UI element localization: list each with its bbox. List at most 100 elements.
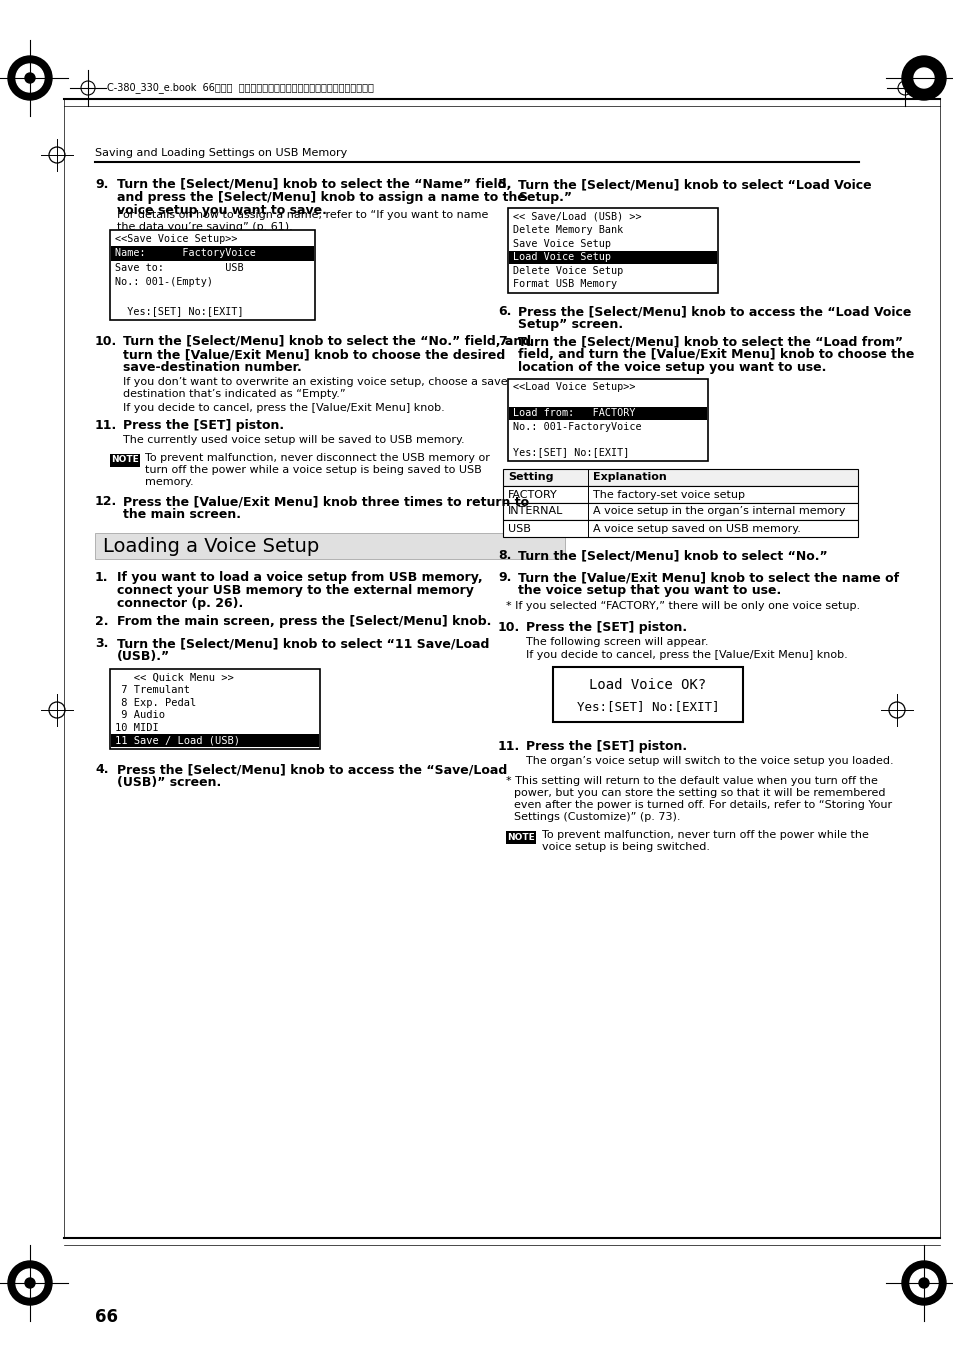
Text: Name:      FactoryVoice: Name: FactoryVoice — [115, 249, 255, 258]
Text: Press the [SET] piston.: Press the [SET] piston. — [525, 740, 686, 753]
Text: Yes:[SET] No:[EXIT]: Yes:[SET] No:[EXIT] — [577, 701, 719, 713]
Text: memory.: memory. — [145, 477, 193, 486]
Bar — [553, 667, 742, 721]
Text: If you decide to cancel, press the [Value/Exit Menu] knob.: If you decide to cancel, press the [Valu… — [123, 403, 444, 413]
Text: Delete Voice Setup: Delete Voice Setup — [513, 266, 622, 276]
Text: 12.: 12. — [95, 494, 117, 508]
Text: Setup.”: Setup.” — [517, 190, 572, 204]
Text: location of the voice setup you want to use.: location of the voice setup you want to … — [517, 361, 825, 374]
Text: destination that’s indicated as “Empty.”: destination that’s indicated as “Empty.” — [123, 389, 345, 399]
Circle shape — [918, 1278, 928, 1288]
Text: connect your USB memory to the external memory: connect your USB memory to the external … — [117, 584, 474, 597]
Text: Setup” screen.: Setup” screen. — [517, 317, 622, 331]
Text: 6.: 6. — [497, 305, 511, 317]
Text: 8 Exp. Pedal: 8 Exp. Pedal — [115, 697, 196, 708]
Text: If you want to load a voice setup from USB memory,: If you want to load a voice setup from U… — [117, 571, 482, 584]
Text: the voice setup that you want to use.: the voice setup that you want to use. — [517, 584, 781, 597]
Text: 11 Save / Load (USB): 11 Save / Load (USB) — [115, 736, 240, 746]
Text: turn the [Value/Exit Menu] knob to choose the desired: turn the [Value/Exit Menu] knob to choos… — [123, 349, 505, 361]
Text: 9.: 9. — [95, 178, 109, 190]
Text: the data you’re saving” (p. 61).: the data you’re saving” (p. 61). — [117, 222, 293, 232]
Text: voice setup is being switched.: voice setup is being switched. — [541, 842, 709, 852]
Text: No.: 001-FactoryVoice: No.: 001-FactoryVoice — [513, 422, 641, 431]
Bar — [111, 246, 314, 261]
Text: 10.: 10. — [95, 335, 117, 349]
Text: 1.: 1. — [95, 571, 109, 584]
Circle shape — [8, 1260, 52, 1305]
Text: 9.: 9. — [497, 571, 511, 584]
Text: Turn the [Select/Menu] knob to select the “No.” field, and: Turn the [Select/Menu] knob to select th… — [123, 335, 531, 349]
Text: 2.: 2. — [95, 615, 109, 628]
Text: Turn the [Select/Menu] knob to select the “Name” field,: Turn the [Select/Menu] knob to select th… — [117, 178, 511, 190]
Text: INTERNAL: INTERNAL — [507, 507, 563, 516]
Text: Setting: Setting — [507, 473, 553, 482]
Text: the main screen.: the main screen. — [123, 508, 241, 521]
Circle shape — [901, 1260, 945, 1305]
Text: 11.: 11. — [95, 419, 117, 432]
Text: Turn the [Select/Menu] knob to select “11 Save/Load: Turn the [Select/Menu] knob to select “1… — [117, 638, 489, 650]
Text: 7 Tremulant: 7 Tremulant — [115, 685, 190, 694]
Text: Turn the [Select/Menu] knob to select “No.”: Turn the [Select/Menu] knob to select “N… — [517, 549, 827, 562]
Text: Press the [Value/Exit Menu] knob three times to return to: Press the [Value/Exit Menu] knob three t… — [123, 494, 529, 508]
Text: (USB)” screen.: (USB)” screen. — [117, 775, 221, 789]
Text: NOTE: NOTE — [507, 832, 535, 842]
Text: Turn the [Select/Menu] knob to select “Load Voice: Turn the [Select/Menu] knob to select “L… — [517, 178, 871, 190]
Text: save-destination number.: save-destination number. — [123, 361, 301, 374]
Text: * This setting will return to the default value when you turn off the: * This setting will return to the defaul… — [505, 775, 877, 786]
Text: To prevent malfunction, never disconnect the USB memory or: To prevent malfunction, never disconnect… — [145, 453, 489, 463]
Text: 9 Audio: 9 Audio — [115, 711, 165, 720]
Bar — [507, 208, 718, 293]
Text: (USB).”: (USB).” — [117, 650, 170, 663]
Text: << Save/Load (USB) >>: << Save/Load (USB) >> — [513, 212, 641, 222]
Bar — [509, 250, 717, 263]
Text: If you decide to cancel, press the [Value/Exit Menu] knob.: If you decide to cancel, press the [Valu… — [525, 650, 847, 661]
Circle shape — [16, 63, 44, 92]
Bar — [110, 454, 140, 467]
Text: From the main screen, press the [Select/Menu] knob.: From the main screen, press the [Select/… — [117, 615, 491, 628]
Text: <<Save Voice Setup>>: <<Save Voice Setup>> — [115, 234, 237, 245]
Text: A voice setup saved on USB memory.: A voice setup saved on USB memory. — [593, 523, 800, 534]
Bar — [502, 486, 857, 503]
Bar — [502, 503, 857, 520]
Text: If you don’t want to overwrite an existing voice setup, choose a save: If you don’t want to overwrite an existi… — [123, 377, 507, 386]
Text: Yes:[SET] No:[EXIT]: Yes:[SET] No:[EXIT] — [115, 305, 243, 316]
Text: even after the power is turned off. For details, refer to “Storing Your: even after the power is turned off. For … — [514, 800, 891, 811]
Text: Saving and Loading Settings on USB Memory: Saving and Loading Settings on USB Memor… — [95, 149, 347, 158]
Text: 8.: 8. — [497, 549, 511, 562]
Text: To prevent malfunction, never turn off the power while the: To prevent malfunction, never turn off t… — [541, 830, 868, 840]
Circle shape — [901, 55, 945, 100]
Text: Explanation: Explanation — [593, 473, 666, 482]
Text: <<Load Voice Setup>>: <<Load Voice Setup>> — [513, 382, 635, 393]
Text: << Quick Menu >>: << Quick Menu >> — [115, 673, 233, 682]
Text: voice setup you want to save.: voice setup you want to save. — [117, 204, 327, 218]
Text: Press the [SET] piston.: Press the [SET] piston. — [123, 419, 284, 432]
Text: Format USB Memory: Format USB Memory — [513, 280, 617, 289]
Text: A voice setup in the organ’s internal memory: A voice setup in the organ’s internal me… — [593, 507, 844, 516]
Bar — [110, 669, 319, 748]
Text: 5.: 5. — [497, 178, 511, 190]
Circle shape — [8, 55, 52, 100]
Text: Press the [SET] piston.: Press the [SET] piston. — [525, 621, 686, 634]
Text: 10.: 10. — [497, 621, 519, 634]
Text: C-380_330_e.book  66ページ  ２０１０年４月２８日　水曜日　午後１０時１１分: C-380_330_e.book 66ページ ２０１０年４月２８日 水曜日 午後… — [107, 82, 374, 93]
Text: Save to:          USB: Save to: USB — [115, 263, 243, 273]
Circle shape — [16, 1269, 44, 1297]
Text: Delete Memory Bank: Delete Memory Bank — [513, 226, 622, 235]
Text: turn off the power while a voice setup is being saved to USB: turn off the power while a voice setup i… — [145, 465, 481, 476]
Text: Turn the [Value/Exit Menu] knob to select the name of: Turn the [Value/Exit Menu] knob to selec… — [517, 571, 898, 584]
Text: Settings (Customize)” (p. 73).: Settings (Customize)” (p. 73). — [514, 812, 679, 821]
Text: The organ’s voice setup will switch to the voice setup you loaded.: The organ’s voice setup will switch to t… — [525, 757, 893, 766]
Text: Load from:   FACTORY: Load from: FACTORY — [513, 408, 635, 419]
Text: power, but you can store the setting so that it will be remembered: power, but you can store the setting so … — [514, 788, 884, 798]
Text: Load Voice Setup: Load Voice Setup — [513, 253, 610, 262]
Bar — [110, 230, 314, 320]
Text: No.: 001-(Empty): No.: 001-(Empty) — [115, 277, 213, 288]
Text: 3.: 3. — [95, 638, 109, 650]
Bar — [502, 469, 857, 486]
Text: Loading a Voice Setup: Loading a Voice Setup — [103, 536, 319, 555]
Bar — [502, 520, 857, 536]
Circle shape — [25, 73, 35, 82]
Text: 4.: 4. — [95, 763, 109, 775]
Text: Load Voice OK?: Load Voice OK? — [589, 678, 706, 692]
Text: 10 MIDI: 10 MIDI — [115, 723, 158, 734]
